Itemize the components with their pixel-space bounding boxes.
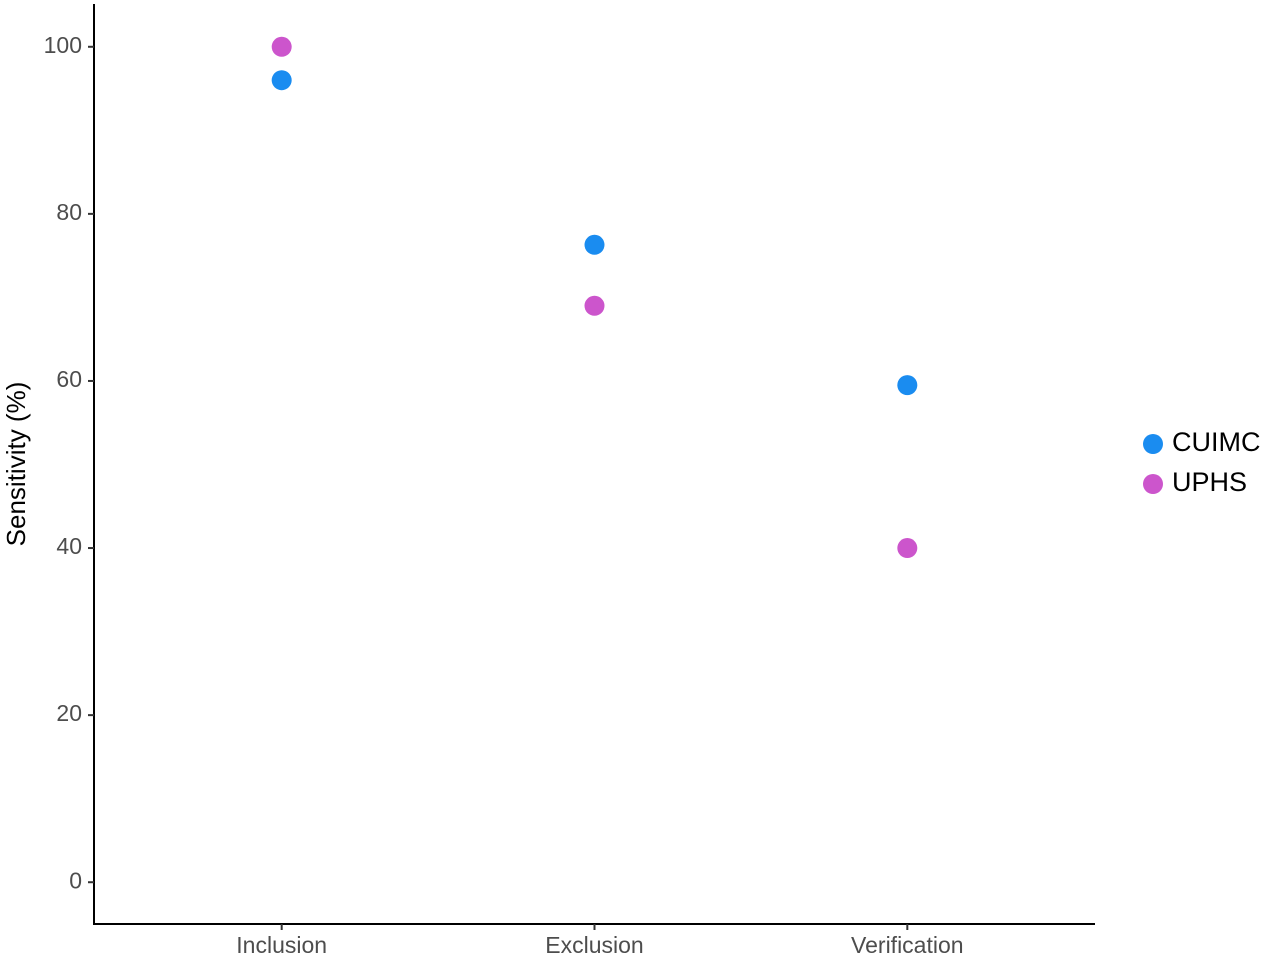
y-tick-label: 100 <box>44 32 82 58</box>
x-tick-label: Verification <box>851 932 964 958</box>
legend-label: UPHS <box>1172 467 1247 497</box>
dot <box>271 70 292 91</box>
x-tick-label: Exclusion <box>545 932 643 958</box>
y-tick-label: 20 <box>56 700 82 726</box>
y-tick-label: 80 <box>56 199 82 225</box>
x-tick-label: Inclusion <box>236 932 327 958</box>
dot <box>584 295 605 316</box>
y-tick-label: 60 <box>56 366 82 392</box>
dot <box>271 36 292 57</box>
legend-key <box>1143 434 1163 454</box>
y-tick-label: 0 <box>69 867 82 893</box>
y-axis-title: Sensitivity (%) <box>1 382 31 547</box>
dot <box>584 234 605 255</box>
dot <box>897 538 918 559</box>
y-tick-label: 40 <box>56 533 82 559</box>
legend-key <box>1143 474 1163 494</box>
dot <box>897 375 918 396</box>
legend-label: CUIMC <box>1172 427 1261 457</box>
